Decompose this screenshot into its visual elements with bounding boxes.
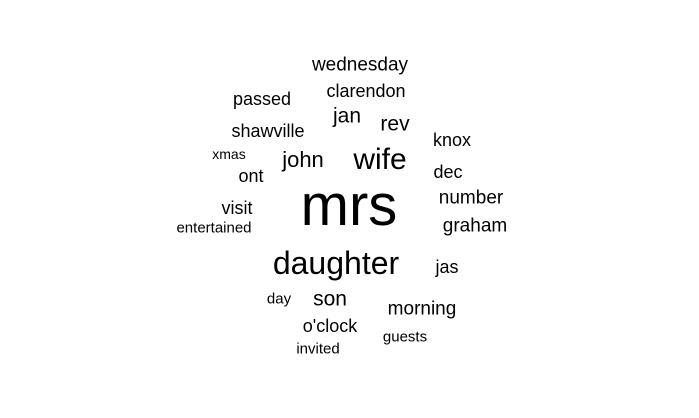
word-son: son [313,287,347,311]
word-oclock: o'clock [302,316,358,336]
word-rev: rev [380,112,410,136]
word-visit: visit [221,198,253,218]
word-john: john [282,147,324,172]
word-dec: dec [433,162,463,182]
word-passed: passed [232,89,292,109]
word-jan: jan [332,104,362,128]
word-number: number [438,187,504,209]
word-graham: graham [442,215,508,237]
word-wife: wife [353,143,407,176]
word-mrs: mrs [300,173,398,238]
word-daughter: daughter [272,245,400,281]
word-jas: jas [435,257,459,277]
word-day: day [266,290,292,308]
word-guests: guests [382,328,428,346]
word-entertained: entertained [176,219,252,237]
word-invited: invited [296,340,340,358]
word-ont: ont [238,166,264,186]
word-shawville: shawville [231,121,305,141]
word-wednesday: wednesday [311,54,409,76]
word-morning: morning [387,298,457,320]
word-knox: knox [432,130,472,150]
word-xmas: xmas [212,146,246,162]
word-clarendon: clarendon [326,81,406,101]
